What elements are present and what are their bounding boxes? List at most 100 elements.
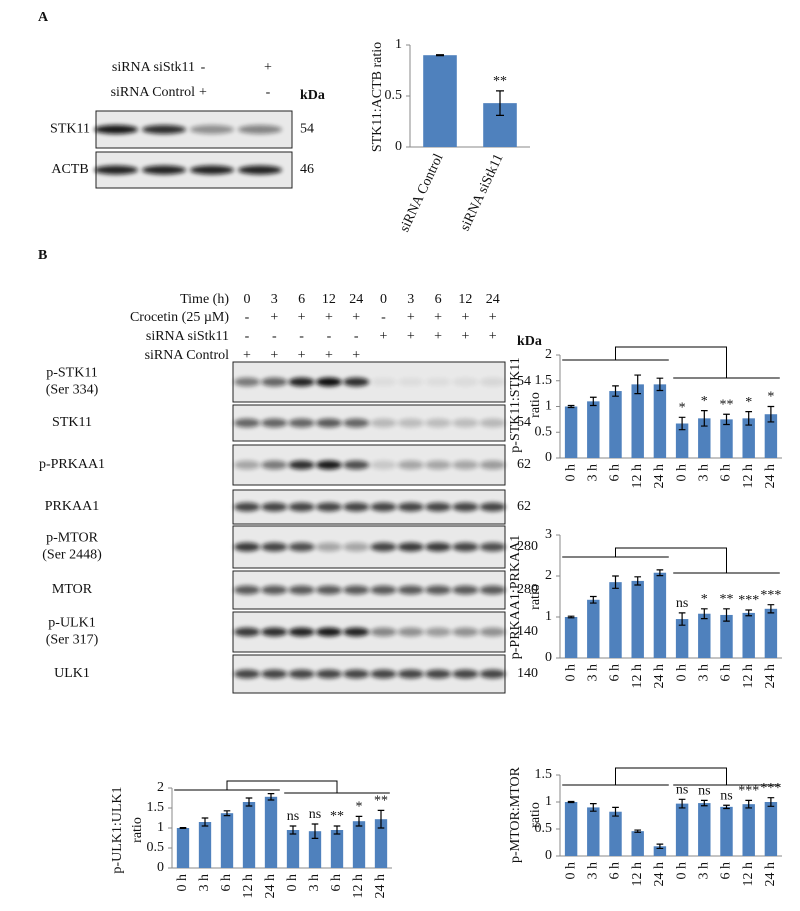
band (315, 418, 342, 428)
row-label: (Ser 2448) (42, 548, 102, 563)
y-tick-label: 2 (545, 347, 552, 362)
x-tick-label: 3 h (586, 862, 601, 880)
y-tick-label: 0.5 (147, 840, 165, 855)
y-tick-label: 0.5 (535, 821, 553, 836)
x-tick-label: 12 h (630, 464, 645, 489)
condition-sign: 3 (271, 292, 278, 307)
condition-sign: - (266, 85, 271, 100)
x-tick-label: 0 h (674, 664, 689, 682)
band (370, 418, 397, 428)
row-label: (Ser 317) (46, 633, 99, 648)
band (425, 542, 452, 552)
band (288, 542, 315, 552)
band (479, 627, 506, 637)
condition-label: siRNA siStk11 (112, 60, 195, 75)
condition-sign: + (380, 329, 388, 344)
significance: *** (760, 588, 781, 603)
x-tick-label: 12 h (351, 874, 366, 899)
y-tick-label: 0 (545, 848, 552, 863)
band (397, 377, 424, 387)
band (234, 585, 260, 595)
bar (587, 807, 600, 856)
band (315, 460, 342, 470)
significance: ns (720, 788, 732, 803)
significance: * (356, 800, 363, 815)
condition-sign: + (352, 348, 360, 363)
x-tick-label: 12 h (741, 862, 756, 887)
error-bar (678, 612, 686, 626)
band (315, 669, 342, 679)
error-bar (745, 609, 753, 617)
kda-value: 54 (300, 122, 314, 137)
kda-value: 54 (517, 415, 531, 430)
error-bar (634, 374, 642, 395)
band (343, 377, 370, 387)
band (343, 460, 370, 470)
kda-value: 140 (517, 624, 538, 639)
significance: * (745, 395, 752, 410)
row-label: p-ULK1 (48, 616, 95, 631)
error-bar (767, 604, 775, 614)
bar (742, 418, 755, 458)
band (370, 377, 397, 387)
band (397, 502, 424, 512)
band (288, 418, 315, 428)
band (479, 377, 506, 387)
x-tick-label: 0 h (285, 874, 300, 892)
row-label: PRKAA1 (45, 499, 99, 514)
bar (764, 802, 778, 856)
condition-sign: + (434, 329, 442, 344)
band (288, 377, 315, 387)
x-tick-label: 6 h (719, 464, 734, 482)
band (234, 542, 260, 552)
band (261, 502, 288, 512)
y-tick-label: 1.5 (147, 800, 165, 815)
x-tick-label: 0 h (563, 464, 578, 482)
band (479, 542, 506, 552)
error-bar (745, 411, 753, 426)
x-tick-label: 6 h (219, 874, 234, 892)
bar (764, 414, 778, 458)
band (370, 585, 397, 595)
band (238, 125, 282, 134)
significance: * (767, 390, 774, 405)
condition-sign: 24 (349, 292, 363, 307)
x-tick-label: 6 h (719, 664, 734, 682)
band (425, 460, 452, 470)
bar (609, 582, 622, 658)
x-tick-label: 24 h (652, 464, 667, 489)
x-tick-label: 24 h (373, 874, 388, 899)
band (425, 502, 452, 512)
band (142, 125, 186, 134)
band (397, 418, 424, 428)
band (190, 125, 234, 134)
band (425, 627, 452, 637)
condition-sign: + (264, 60, 272, 75)
x-tick-label: siRNA Control (397, 152, 446, 235)
row-label: p-PRKAA1 (39, 457, 105, 472)
error-bar (311, 823, 319, 839)
x-tick-label: 3 h (697, 664, 712, 682)
x-tick-label: 0 h (674, 464, 689, 482)
band (397, 627, 424, 637)
row-label: ACTB (51, 162, 88, 177)
x-tick-label: 6 h (719, 862, 734, 880)
error-bar (612, 575, 619, 589)
error-bar (656, 377, 664, 392)
bar (631, 384, 644, 458)
condition-sign: 3 (407, 292, 414, 307)
y-tick-label: 1.5 (535, 767, 553, 782)
error-bar (289, 825, 297, 835)
band (452, 585, 479, 595)
y-tick-label: 0 (395, 139, 402, 154)
band (397, 585, 424, 595)
bar (698, 613, 711, 658)
error-bar (723, 413, 730, 426)
error-bar (767, 405, 775, 423)
y-tick-label: 2 (545, 568, 552, 583)
y-tick-label: 2 (157, 780, 164, 795)
band (261, 627, 288, 637)
condition-sign: + (270, 310, 278, 325)
condition-sign: + (298, 310, 306, 325)
bar (698, 803, 711, 856)
